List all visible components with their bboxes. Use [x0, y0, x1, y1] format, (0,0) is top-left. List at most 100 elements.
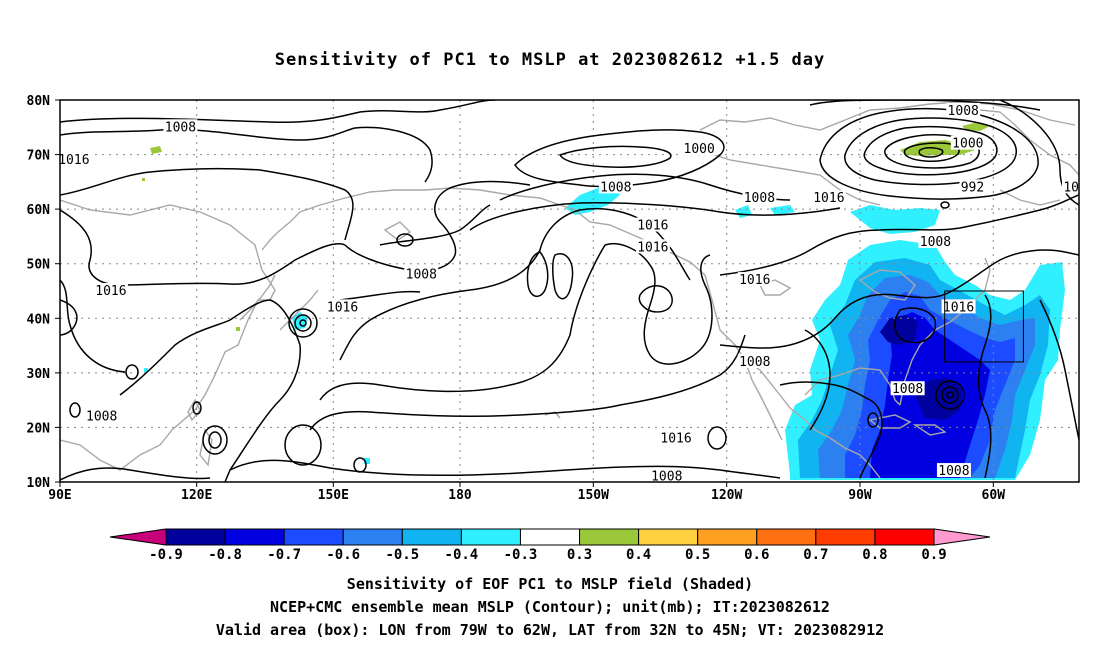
contour-label: 1016: [327, 300, 358, 315]
colorbar-label: 0.7: [803, 547, 828, 563]
lat-label: 70N: [27, 149, 51, 164]
lat-label: 30N: [27, 367, 51, 382]
colorbar-swatch: [224, 528, 285, 546]
lon-label: 60W: [982, 488, 1006, 503]
contour-label-bg: [737, 272, 772, 287]
contour-label-bg: [60, 152, 91, 167]
contour-label: 1000: [952, 137, 983, 152]
contour-label-bg: [890, 381, 925, 396]
contour-label: 1008: [739, 355, 770, 370]
contour-label-bg: [950, 135, 985, 150]
contour-label-bg: [163, 119, 198, 134]
lon-label: 120W: [711, 488, 742, 503]
colorbar-swatch: [697, 528, 758, 546]
colorbar-label: -0.5: [385, 547, 419, 563]
valid-area-box: [944, 290, 1024, 363]
contour-label: 1016: [58, 153, 89, 168]
contour-label: 1016: [660, 431, 691, 446]
colorbar-label: -0.9: [149, 547, 183, 563]
mslp-contours: [60, 100, 1079, 482]
contour-label-bg: [946, 102, 981, 117]
contour-label: 1000: [684, 142, 715, 157]
contour-label-bg: [598, 179, 633, 194]
lat-label: 50N: [27, 258, 51, 273]
contour-label-bg: [635, 239, 670, 254]
colorbar-label: 0.4: [626, 547, 651, 563]
tick-marks: [55, 99, 994, 487]
colorbar-swatch: [519, 528, 581, 546]
contour-label: 1016: [1063, 180, 1094, 195]
colorbar-swatch: [874, 528, 935, 546]
longitude-labels: 90E 120E 150E 180 150W 120W 90W 60W: [48, 488, 1005, 503]
contour-label: 1016: [637, 219, 668, 234]
lat-label: 80N: [27, 94, 51, 109]
colorbar-swatch: [165, 528, 226, 546]
contour-label: 1016: [739, 273, 770, 288]
map-title: Sensitivity of PC1 to MSLP at 2023082612…: [274, 50, 826, 70]
graticule: [60, 100, 1079, 482]
colorbar-min-arrow: [109, 528, 167, 546]
contour-label: 1008: [938, 464, 969, 479]
colorbar-max-arrow: [933, 528, 991, 546]
colorbar-label: 0.6: [744, 547, 769, 563]
colorbar-swatch: [401, 528, 462, 546]
contour-label-bg: [742, 190, 777, 205]
colorbar-swatch: [638, 528, 699, 546]
contour-label-bg: [635, 217, 670, 232]
contour-label: 1016: [95, 284, 126, 299]
contour-label-bg: [959, 179, 986, 194]
colorbar: -0.9 -0.8 -0.7 -0.6 -0.5 -0.4 -0.3 0.3 0.4 0.5 0.6…: [109, 528, 991, 563]
colorbar-swatch: [342, 528, 403, 546]
lat-label: 20N: [27, 421, 51, 436]
contour-label-bg: [811, 190, 846, 205]
colorbar-swatch: [579, 528, 640, 546]
contour-label: 1008: [744, 191, 775, 206]
contour-label: 1008: [406, 268, 437, 283]
contour-label: 1008: [651, 470, 682, 485]
contour-label-bg: [941, 299, 976, 314]
lat-label: 60N: [27, 203, 51, 218]
map-frame: [59, 99, 1080, 483]
lon-label: 90E: [48, 488, 71, 503]
contour-label: 992: [961, 180, 984, 195]
colorbar-swatch: [283, 528, 344, 546]
lon-label: 90W: [848, 488, 872, 503]
colorbar-label: 0.3: [567, 547, 592, 563]
colorbar-label: -0.7: [267, 547, 301, 563]
contour-label-bg: [659, 430, 694, 445]
contour-label: 1008: [920, 235, 951, 250]
contour-labels: 1008 1016 1016 1008 1000 1008 1016 1016 1008 1016…: [58, 102, 1094, 485]
lon-label: 150W: [578, 488, 609, 503]
lon-label: 150E: [318, 488, 349, 503]
coastlines: [60, 101, 1079, 479]
contour-label-bg: [649, 468, 684, 482]
contour-label: 1008: [86, 410, 117, 425]
colorbar-label: 0.9: [921, 547, 946, 563]
caption-shading: Sensitivity of EOF PC1 to MSLP field (Sh…: [346, 575, 754, 593]
contour-label-bg: [936, 463, 971, 478]
colorbar-label: 0.5: [685, 547, 710, 563]
colorbar-label: -0.3: [504, 547, 538, 563]
contour-label: 1016: [813, 191, 844, 206]
lon-label: 180: [448, 488, 472, 503]
contour-label-bg: [84, 408, 119, 423]
contour-label-bg: [737, 353, 772, 368]
colorbar-swatch: [460, 528, 521, 546]
contour-label: 1016: [943, 300, 974, 315]
contour-label-bg: [918, 233, 953, 248]
colorbar-swatch: [756, 528, 817, 546]
lat-label: 10N: [27, 476, 51, 491]
lon-label: 120E: [181, 488, 212, 503]
contour-label-bg: [325, 299, 360, 314]
colorbar-label: -0.4: [445, 547, 479, 563]
contour-label: 1008: [165, 120, 196, 135]
colorbar-swatch: [815, 528, 876, 546]
contour-label-bg: [93, 283, 128, 297]
contour-label: 1008: [948, 104, 979, 119]
colorbar-label: 0.8: [862, 547, 887, 563]
latitude-labels: 80N 70N 60N 50N 40N 30N 20N 10N: [27, 94, 51, 491]
contour-label-bg: [404, 266, 439, 281]
caption-valid-area: Valid area (box): LON from 79W to 62W, L…: [215, 621, 885, 639]
colorbar-label: -0.8: [208, 547, 242, 563]
